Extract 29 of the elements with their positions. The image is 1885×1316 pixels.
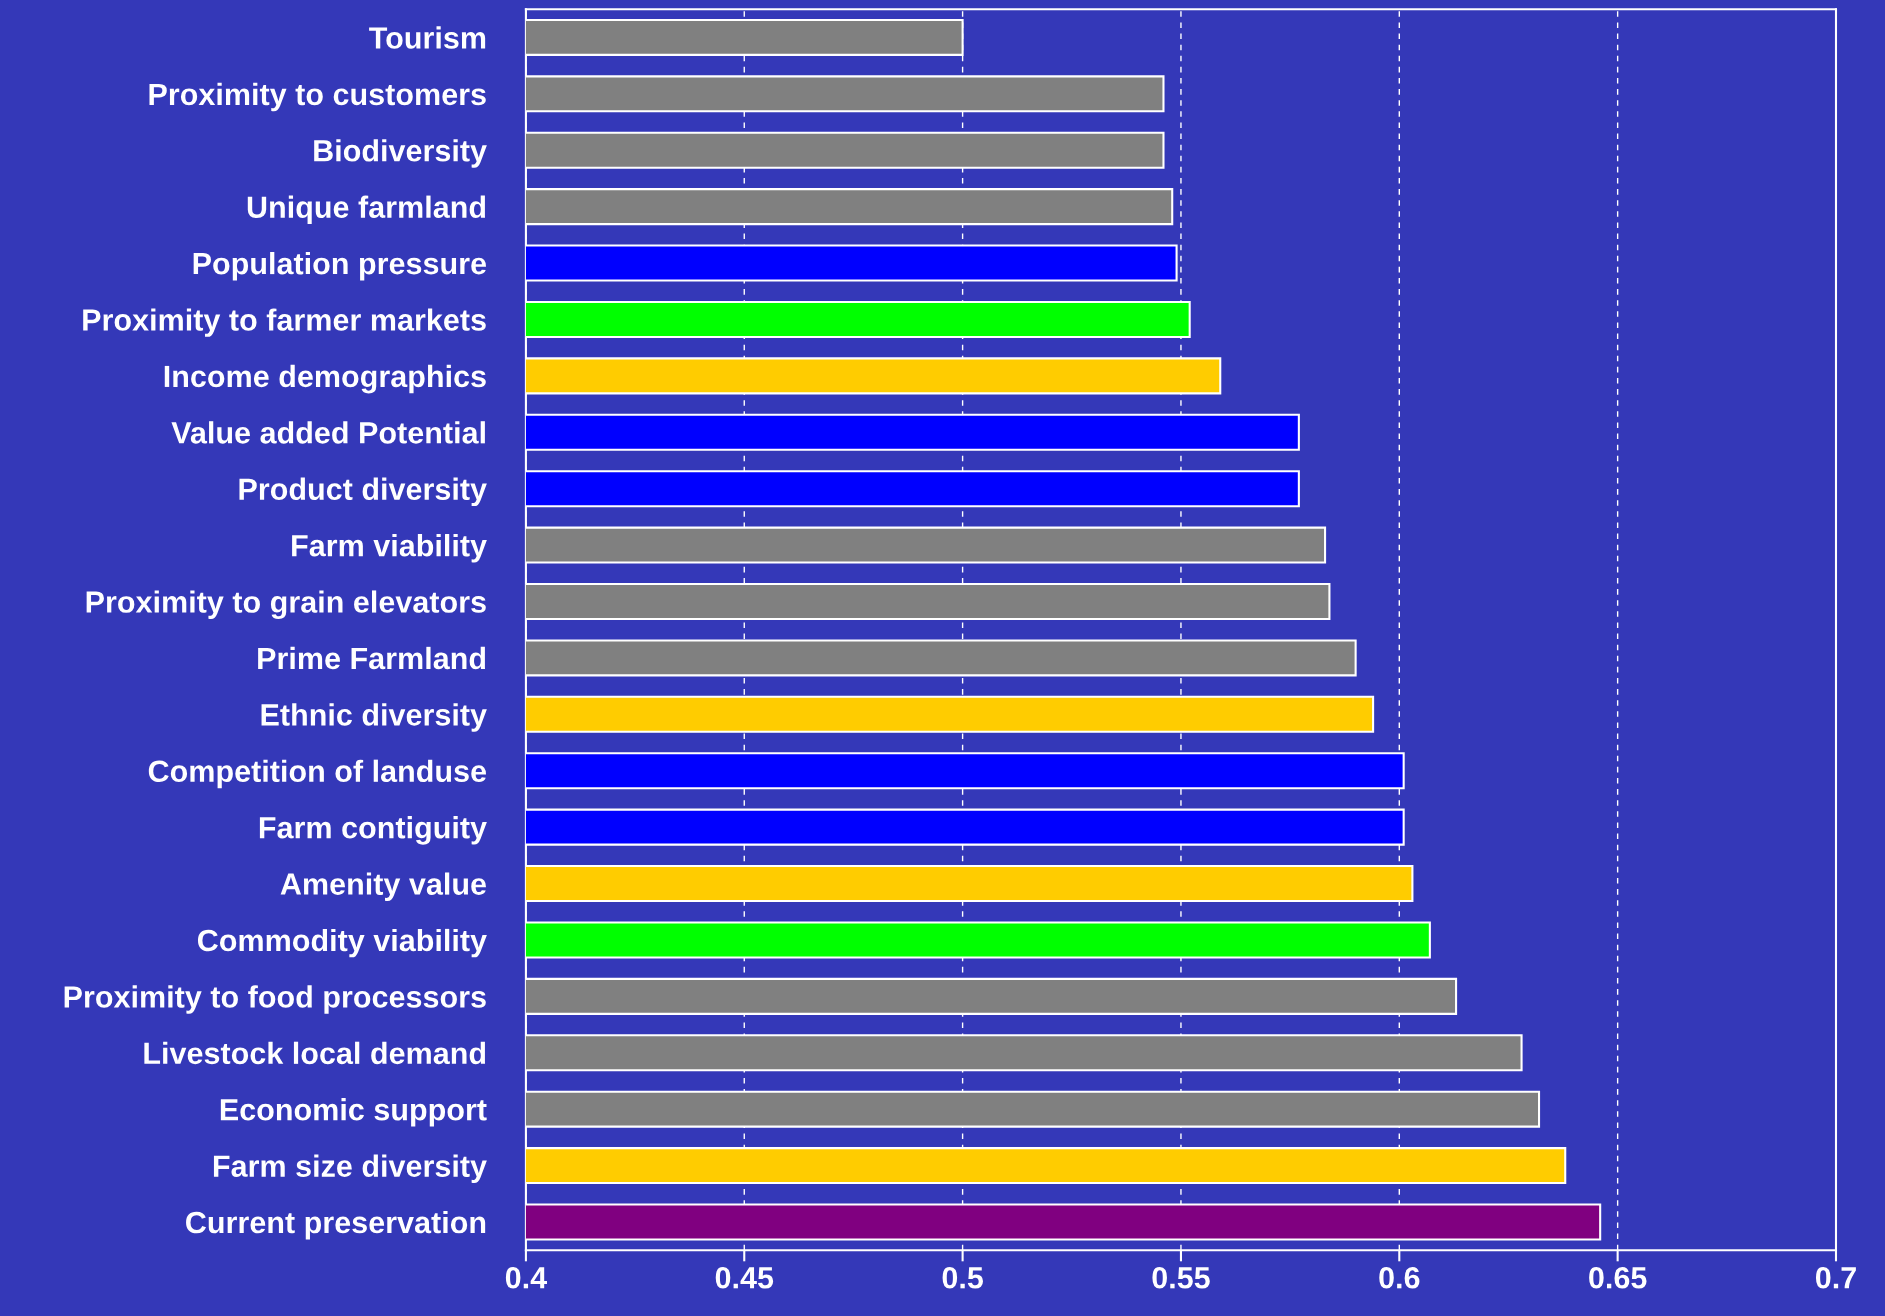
y-tick-label: Proximity to food processors bbox=[64, 985, 486, 1014]
y-tick-label: Economic support bbox=[220, 1098, 487, 1127]
y-tick-label: Proximity to farmer markets bbox=[83, 308, 486, 337]
y-tick-label: Proximity to grain elevators bbox=[86, 590, 486, 620]
x-tick-label: 0.65 bbox=[1589, 1266, 1647, 1289]
x-tick-label: 0.55 bbox=[1152, 1266, 1210, 1289]
x-tick-label: 0.5 bbox=[942, 1266, 983, 1289]
y-tick-label: Population pressure bbox=[193, 251, 486, 281]
y-tick-label: Livestock local demand bbox=[144, 1041, 486, 1065]
y-tick-label: Prime Farmland bbox=[258, 646, 486, 670]
y-tick-label: Tourism bbox=[369, 26, 486, 49]
y-tick-label: Competition of landuse bbox=[148, 759, 487, 789]
y-tick-label: Farm contiguity bbox=[259, 816, 487, 845]
y-tick-label: Unique farmland bbox=[247, 195, 486, 225]
x-tick-label: 0.6 bbox=[1379, 1266, 1420, 1289]
y-tick-label: Income demographics bbox=[164, 364, 486, 394]
y-tick-label: Proximity to customers bbox=[149, 82, 486, 112]
y-tick-label: Commodity viability bbox=[197, 928, 487, 958]
x-tick-label: 0.4 bbox=[505, 1266, 547, 1289]
x-tick-label: 0.45 bbox=[715, 1266, 774, 1289]
y-tick-label: Biodiversity bbox=[314, 139, 487, 168]
y-tick-label: Ethnic diversity bbox=[261, 703, 487, 732]
y-tick-label: Farm viability bbox=[292, 534, 487, 563]
y-tick-label: Current preservation bbox=[186, 1210, 486, 1240]
y-tick-label: Amenity value bbox=[280, 872, 486, 901]
y-tick-label: Value added Potential bbox=[171, 421, 485, 444]
y-tick-label: Farm size diversity bbox=[213, 1154, 487, 1183]
x-tick-label: 0.7 bbox=[1815, 1266, 1856, 1289]
y-tick-label: Product diversity bbox=[239, 477, 487, 507]
